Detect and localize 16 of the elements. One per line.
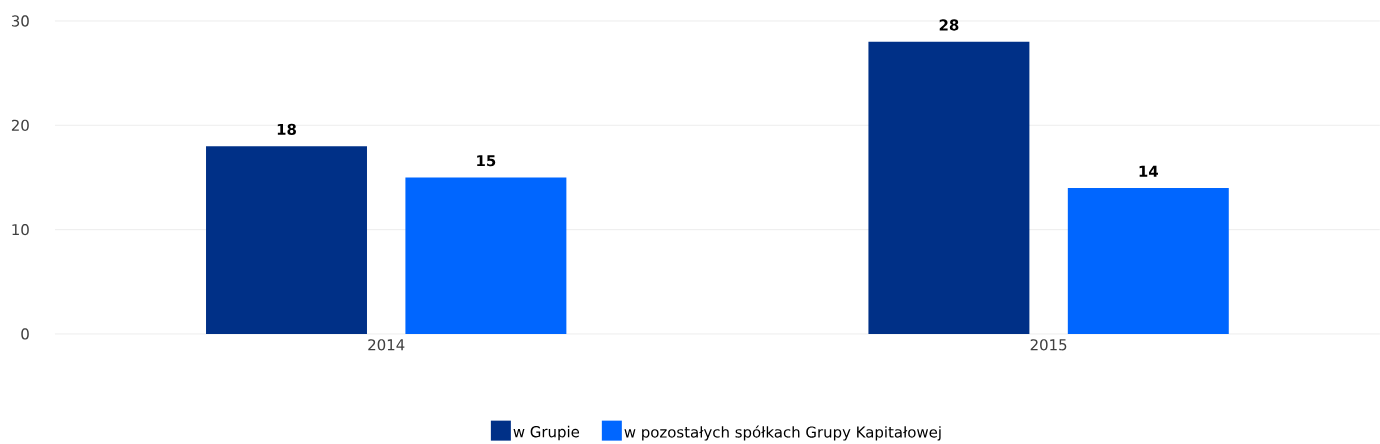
y-tick-label: 30 — [11, 15, 29, 27]
bar — [1067, 188, 1229, 335]
x-tick-label: 2014 — [368, 339, 405, 351]
y-tick-label: 20 — [11, 119, 29, 132]
y-tick-label: 10 — [12, 224, 29, 236]
legend-label: w Grupie — [513, 425, 580, 441]
bar — [405, 177, 567, 335]
bar — [868, 41, 1030, 335]
legend-label: w pozostałych spółkach Grupy Kapitałowej — [624, 425, 941, 441]
bar — [206, 146, 367, 335]
data-label: 28 — [939, 19, 959, 31]
data-label: 15 — [477, 155, 496, 167]
x-tick-label: 2015 — [1030, 339, 1067, 351]
data-label: 18 — [277, 123, 296, 136]
y-tick-label: 0 — [21, 328, 29, 340]
data-label: 14 — [1139, 165, 1159, 177]
